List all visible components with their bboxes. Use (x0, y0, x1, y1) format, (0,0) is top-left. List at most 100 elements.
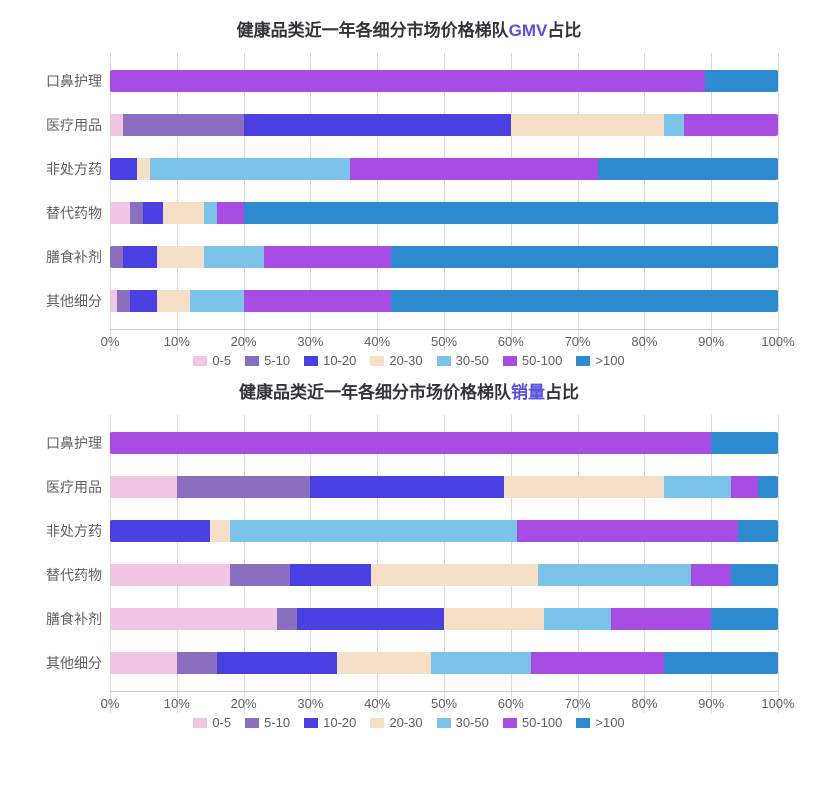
bar-stack (110, 114, 778, 136)
legend-label: 20-30 (389, 353, 422, 368)
bar-segment-r5_10 (230, 564, 290, 586)
legend-item: >100 (576, 353, 624, 368)
legend-item: 20-30 (370, 715, 422, 730)
bar-segment-r0_5 (110, 652, 177, 674)
legend-item: >100 (576, 715, 624, 730)
legend-item: 30-50 (437, 715, 489, 730)
bar-segment-r5_10 (130, 202, 143, 224)
x-tick-label: 20% (231, 334, 257, 349)
legend-label: 5-10 (264, 715, 290, 730)
x-tick-label: 30% (297, 334, 323, 349)
chart-title: 健康品类近一年各细分市场价格梯队销量占比 (20, 378, 798, 403)
legend-swatch (503, 356, 517, 366)
legend-item: 50-100 (503, 715, 562, 730)
x-tick-label: 50% (431, 696, 457, 711)
bar-segment-r30_50 (190, 290, 243, 312)
bar-row: 非处方药 (110, 147, 778, 191)
bars-container: 口鼻护理医疗用品非处方药替代药物膳食补剂其他细分 (110, 59, 778, 323)
bar-segment-r50_100 (110, 70, 705, 92)
chart-title-part: 销量 (511, 383, 545, 402)
legend-swatch (245, 718, 259, 728)
bar-segment-rgt100 (391, 246, 778, 268)
x-tick-label: 0% (101, 334, 120, 349)
legend-label: >100 (595, 715, 624, 730)
legend-label: 10-20 (323, 353, 356, 368)
bar-row: 膳食补剂 (110, 597, 778, 641)
legend-swatch (576, 356, 590, 366)
x-tick-label: 70% (565, 334, 591, 349)
bar-segment-r30_50 (544, 608, 611, 630)
bar-segment-r20_30 (157, 290, 190, 312)
bar-segment-r10_20 (130, 290, 157, 312)
bar-segment-r10_20 (290, 564, 370, 586)
bar-stack (110, 432, 778, 454)
legend-swatch (370, 718, 384, 728)
category-label: 医疗用品 (20, 115, 102, 135)
x-tick-label: 70% (565, 696, 591, 711)
category-label: 替代药物 (20, 203, 102, 223)
bar-segment-rgt100 (758, 476, 778, 498)
x-tick-label: 60% (498, 334, 524, 349)
x-tick-label: 80% (631, 696, 657, 711)
x-tick-label: 40% (364, 696, 390, 711)
x-tick-label: 90% (698, 334, 724, 349)
bar-stack (110, 290, 778, 312)
legend-label: 5-10 (264, 353, 290, 368)
bar-segment-r20_30 (337, 652, 431, 674)
legend-item: 50-100 (503, 353, 562, 368)
legend-swatch (193, 356, 207, 366)
category-label: 其他细分 (20, 291, 102, 311)
legend-label: 50-100 (522, 715, 562, 730)
legend: 0-55-1010-2020-3030-5050-100>100 (20, 715, 798, 730)
bar-row: 其他细分 (110, 279, 778, 323)
bar-segment-r50_100 (244, 290, 391, 312)
chart-gmv: 健康品类近一年各细分市场价格梯队GMV占比口鼻护理医疗用品非处方药替代药物膳食补… (20, 16, 798, 368)
bar-segment-r50_100 (611, 608, 711, 630)
x-tick-label: 40% (364, 334, 390, 349)
bar-row: 膳食补剂 (110, 235, 778, 279)
bar-row: 替代药物 (110, 191, 778, 235)
bar-segment-rgt100 (738, 520, 778, 542)
legend-label: 30-50 (456, 715, 489, 730)
bar-stack (110, 564, 778, 586)
bar-stack (110, 608, 778, 630)
chart-title-part: 占比 (547, 21, 581, 40)
chart-volume: 健康品类近一年各细分市场价格梯队销量占比口鼻护理医疗用品非处方药替代药物膳食补剂… (20, 378, 798, 730)
x-tick-label: 30% (297, 696, 323, 711)
x-tick-label: 10% (164, 334, 190, 349)
bar-segment-r5_10 (117, 290, 130, 312)
chart-title-part: 健康品类近一年各细分市场价格梯队 (239, 383, 511, 402)
bar-stack (110, 246, 778, 268)
bar-row: 口鼻护理 (110, 59, 778, 103)
category-label: 非处方药 (20, 159, 102, 179)
bar-segment-r0_5 (110, 564, 230, 586)
bar-segment-r20_30 (511, 114, 665, 136)
bar-segment-r5_10 (277, 608, 297, 630)
bar-segment-r10_20 (297, 608, 444, 630)
bar-row: 非处方药 (110, 509, 778, 553)
plot-area: 口鼻护理医疗用品非处方药替代药物膳食补剂其他细分0%10%20%30%40%50… (110, 59, 778, 351)
category-label: 医疗用品 (20, 477, 102, 497)
bar-segment-r0_5 (110, 476, 177, 498)
legend-swatch (437, 718, 451, 728)
legend-swatch (576, 718, 590, 728)
bar-segment-r30_50 (431, 652, 531, 674)
legend-item: 5-10 (245, 353, 290, 368)
bar-segment-r0_5 (110, 202, 130, 224)
bar-segment-r30_50 (204, 202, 217, 224)
legend-label: 20-30 (389, 715, 422, 730)
bar-segment-r30_50 (150, 158, 350, 180)
legend-item: 0-5 (193, 715, 231, 730)
bar-segment-r10_20 (123, 246, 156, 268)
x-tick-label: 90% (698, 696, 724, 711)
bar-segment-r10_20 (217, 652, 337, 674)
legend-swatch (245, 356, 259, 366)
bar-segment-r0_5 (110, 608, 277, 630)
x-tick-label: 20% (231, 696, 257, 711)
legend-label: >100 (595, 353, 624, 368)
legend-item: 10-20 (304, 353, 356, 368)
bar-segment-r20_30 (137, 158, 150, 180)
bars-container: 口鼻护理医疗用品非处方药替代药物膳食补剂其他细分 (110, 421, 778, 685)
bar-segment-rgt100 (711, 432, 778, 454)
legend-swatch (304, 718, 318, 728)
